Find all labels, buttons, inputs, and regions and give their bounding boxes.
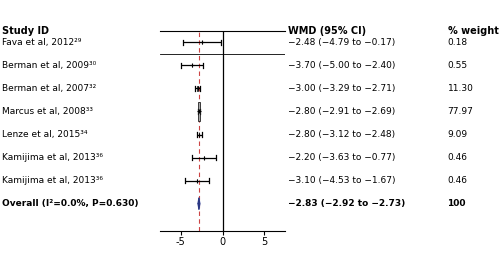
Text: −2.48 (−4.79 to −0.17): −2.48 (−4.79 to −0.17) <box>288 38 395 47</box>
Bar <box>198 102 200 121</box>
Text: Kamijima et al, 2013³⁶: Kamijima et al, 2013³⁶ <box>2 176 103 185</box>
Text: 0.18: 0.18 <box>448 38 468 47</box>
Text: Study ID: Study ID <box>2 26 50 36</box>
Text: Lenze et al, 2015³⁴: Lenze et al, 2015³⁴ <box>2 130 88 139</box>
Text: 11.30: 11.30 <box>448 84 473 93</box>
Text: Berman et al, 2009³⁰: Berman et al, 2009³⁰ <box>2 61 97 70</box>
Text: −2.83 (−2.92 to −2.73): −2.83 (−2.92 to −2.73) <box>288 199 405 208</box>
Text: Overall (I²=0.0%, P=0.630): Overall (I²=0.0%, P=0.630) <box>2 199 139 208</box>
Text: 100: 100 <box>448 199 466 208</box>
Text: Kamijima et al, 2013³⁶: Kamijima et al, 2013³⁶ <box>2 153 103 162</box>
Text: −2.20 (−3.63 to −0.77): −2.20 (−3.63 to −0.77) <box>288 153 395 162</box>
Text: % weight: % weight <box>448 26 498 36</box>
Text: −2.80 (−3.12 to −2.48): −2.80 (−3.12 to −2.48) <box>288 130 395 139</box>
Text: 0.55: 0.55 <box>448 61 468 70</box>
Text: −3.00 (−3.29 to −2.71): −3.00 (−3.29 to −2.71) <box>288 84 395 93</box>
Text: Berman et al, 2007³²: Berman et al, 2007³² <box>2 84 97 93</box>
Bar <box>197 86 198 91</box>
Text: 9.09: 9.09 <box>448 130 468 139</box>
Bar <box>199 132 200 137</box>
Text: −2.80 (−2.91 to −2.69): −2.80 (−2.91 to −2.69) <box>288 107 395 116</box>
Text: −3.10 (−4.53 to −1.67): −3.10 (−4.53 to −1.67) <box>288 176 395 185</box>
Text: 0.46: 0.46 <box>448 153 468 162</box>
Text: −3.70 (−5.00 to −2.40): −3.70 (−5.00 to −2.40) <box>288 61 395 70</box>
Text: WMD (95% CI): WMD (95% CI) <box>288 26 366 36</box>
Text: Marcus et al, 2008³³: Marcus et al, 2008³³ <box>2 107 94 116</box>
Text: 0.46: 0.46 <box>448 176 468 185</box>
Text: Fava et al, 2012²⁹: Fava et al, 2012²⁹ <box>2 38 82 47</box>
Polygon shape <box>198 198 200 209</box>
Text: 77.97: 77.97 <box>448 107 473 116</box>
